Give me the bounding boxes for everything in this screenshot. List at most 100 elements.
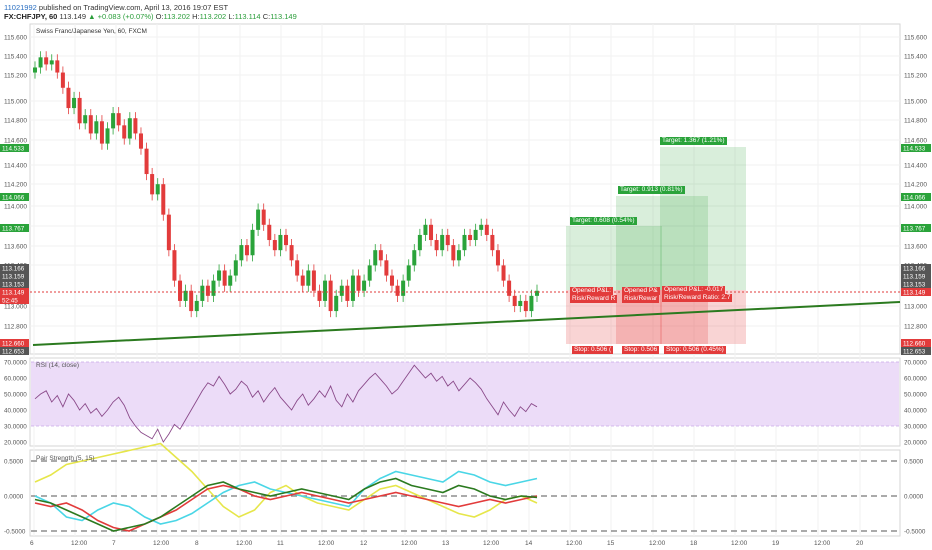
time-tick: 12:00 xyxy=(401,540,418,547)
candle-body xyxy=(49,60,54,65)
trendline[interactable] xyxy=(32,301,901,346)
candle-body xyxy=(155,184,160,195)
candle-body xyxy=(267,224,272,241)
time-tick: 12:00 xyxy=(566,540,583,547)
rsi-tick-left: 60.0000 xyxy=(4,376,27,383)
candle-body xyxy=(311,270,316,291)
price-tag-right: 113.153 xyxy=(901,280,931,289)
candle-body xyxy=(60,72,65,88)
svg-text:113.159: 113.159 xyxy=(2,274,25,281)
candle-body xyxy=(161,184,166,215)
target-label-2: Target: 0.913 (0.81%) xyxy=(618,186,685,194)
time-tick: 12:00 xyxy=(318,540,335,547)
ps-tick-left: -0.5000 xyxy=(4,529,26,536)
candle-body xyxy=(473,229,478,241)
candle-body xyxy=(384,260,389,276)
price-tick-right: 115.000 xyxy=(904,99,927,106)
open-label: O: xyxy=(155,12,164,21)
price-tick-left: 112.800 xyxy=(4,324,27,331)
candle-body xyxy=(334,295,339,312)
time-tick: 19 xyxy=(772,540,780,547)
svg-text:113.153: 113.153 xyxy=(2,282,25,289)
candle-body xyxy=(122,125,127,139)
rr-label-2: Risk/Rewar xyxy=(622,295,660,303)
candle-body xyxy=(239,245,244,261)
pnl-label-1: Opened P&L: xyxy=(570,287,614,295)
price-tag-right: 112.653 xyxy=(901,347,931,356)
target-zone[interactable] xyxy=(660,147,746,290)
price-tag-left: 113.159 xyxy=(0,272,29,281)
pnl-label-3: Opened P&L: -0.017 xyxy=(662,286,726,294)
candle-body xyxy=(83,115,88,124)
candle-body xyxy=(389,275,394,286)
candle-body xyxy=(507,280,512,296)
price-tag-left: 113.166 xyxy=(0,264,29,273)
target-zone[interactable] xyxy=(566,226,662,290)
svg-text:113.767: 113.767 xyxy=(2,226,25,233)
candle-body xyxy=(535,290,539,296)
price-tick-right: 114.200 xyxy=(904,182,927,189)
rsi-tick-left: 70.0000 xyxy=(4,360,27,367)
price-tag-left: 114.066 xyxy=(0,193,29,202)
rsi-tick-left: 40.0000 xyxy=(4,408,27,415)
candle-body xyxy=(244,245,249,256)
target-label-1: Target: 0.608 (0.54%) xyxy=(570,217,637,225)
time-tick: 12:00 xyxy=(814,540,831,547)
candle-body xyxy=(317,290,322,301)
pair-strength-pane[interactable] xyxy=(29,449,901,537)
main-pane[interactable] xyxy=(29,23,901,355)
price-tick-right: 115.400 xyxy=(904,54,927,61)
svg-text:113.159: 113.159 xyxy=(903,274,926,281)
low-value: 113.114 xyxy=(234,12,261,21)
svg-text:113.149: 113.149 xyxy=(2,290,25,297)
svg-text:114.066: 114.066 xyxy=(903,195,926,202)
candle-body xyxy=(362,280,367,291)
rsi-band xyxy=(31,362,899,426)
time-tick: 13 xyxy=(442,540,450,547)
close-value: 113.149 xyxy=(270,12,297,21)
high-label: H: xyxy=(192,12,200,21)
candle-body xyxy=(233,260,238,276)
candle-body xyxy=(440,234,445,251)
price-change: ▲ +0.083 (+0.07%) xyxy=(88,12,154,21)
time-tick: 8 xyxy=(195,540,199,547)
rr-label-3: Risk/Reward Ratio: 2.7 xyxy=(662,294,733,302)
chart-id-link[interactable]: 11021992 xyxy=(4,3,37,12)
candle-body xyxy=(272,240,277,251)
candle-body xyxy=(194,300,199,312)
candle-body xyxy=(378,250,383,261)
candle-body xyxy=(451,245,456,261)
price-tick-right: 113.000 xyxy=(904,304,927,311)
candle-body xyxy=(144,148,149,175)
svg-text:112.653: 112.653 xyxy=(2,349,25,356)
candle-body xyxy=(356,275,361,291)
price-tick-left: 114.400 xyxy=(4,163,27,170)
svg-text:112.660: 112.660 xyxy=(2,341,25,348)
svg-text:112.660: 112.660 xyxy=(903,341,926,348)
candle-body xyxy=(423,224,428,235)
candle-body xyxy=(512,295,517,306)
time-tick: 12:00 xyxy=(153,540,170,547)
rsi-label: RSI (14, close) xyxy=(36,362,79,369)
candle-body xyxy=(462,234,467,251)
time-tick: 15 xyxy=(607,540,615,547)
symbol-label: FX:CHFJPY, 60 xyxy=(4,12,58,21)
price-tick-left: 114.000 xyxy=(4,204,27,211)
candle-body xyxy=(306,270,311,286)
candle-body xyxy=(66,87,71,109)
price-tick-left: 113.000 xyxy=(4,304,27,311)
price-tick-left: 115.000 xyxy=(4,99,27,106)
time-tick: 12:00 xyxy=(649,540,666,547)
publish-info: 11021992 published on TradingView.com, A… xyxy=(4,3,228,12)
candle-body xyxy=(116,113,121,126)
time-tick: 20 xyxy=(856,540,864,547)
target-zone[interactable] xyxy=(616,196,708,290)
svg-text:113.149: 113.149 xyxy=(903,290,926,297)
price-tick-left: 115.400 xyxy=(4,54,27,61)
candle-body xyxy=(468,234,473,241)
time-tick: 11 xyxy=(277,540,284,547)
candle-body xyxy=(99,121,104,144)
candle-body xyxy=(523,300,528,312)
candle-body xyxy=(406,265,411,281)
